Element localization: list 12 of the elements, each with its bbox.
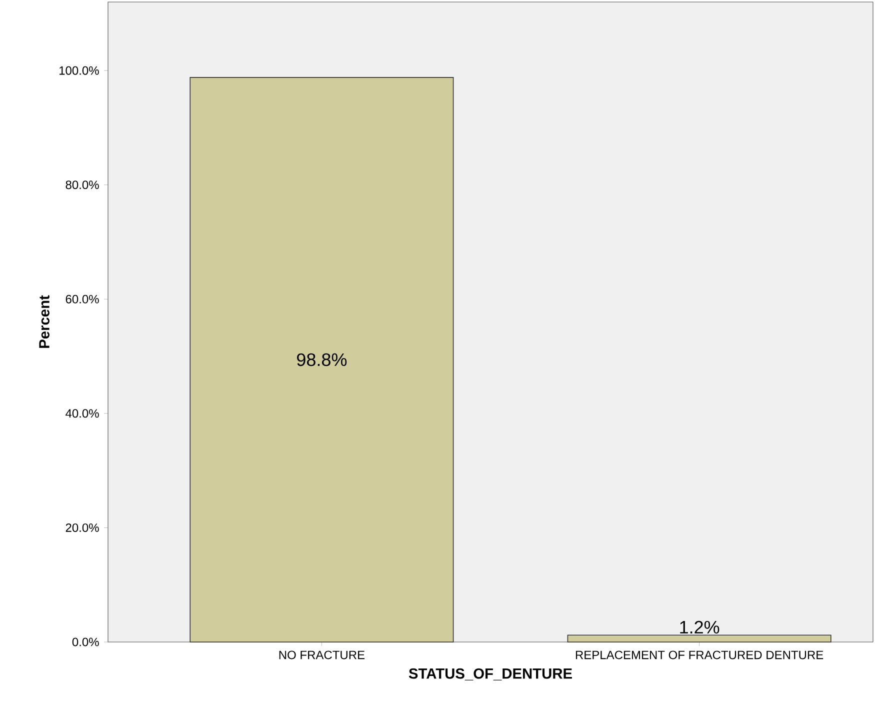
x-tick-label: NO FRACTURE xyxy=(279,650,365,660)
y-tick-label: 0.0% xyxy=(72,638,99,646)
y-tick-label: 80.0% xyxy=(66,180,99,190)
x-tick-label: REPLACEMENT OF FRACTURED DENTURE xyxy=(576,650,824,660)
y-tick-label: 60.0% xyxy=(66,294,99,304)
y-tick-label: 40.0% xyxy=(66,409,99,418)
y-tick-label: 100.0% xyxy=(60,66,99,75)
data-label: 98.8% xyxy=(297,353,347,366)
y-axis-title: Percent xyxy=(39,295,50,348)
x-axis-title: STATUS_OF_DENTURE xyxy=(408,668,572,680)
data-label: 1.2% xyxy=(680,620,720,634)
y-tick-label: 20.0% xyxy=(66,523,99,532)
